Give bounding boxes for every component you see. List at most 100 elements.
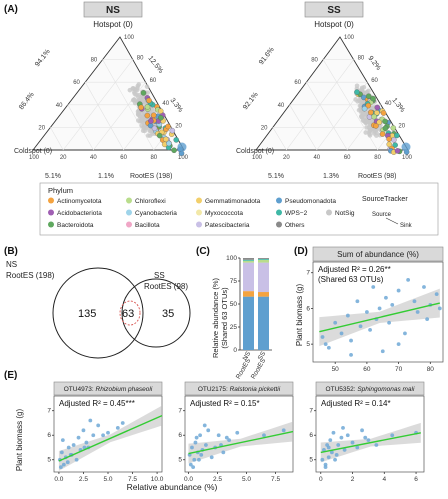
- d-y-tick-label: 5: [306, 341, 310, 348]
- venn-ns-label-1: NS: [6, 260, 17, 269]
- e3-point: [345, 433, 350, 438]
- ns-left-label: Coldspot (0): [14, 148, 52, 155]
- e3-point: [329, 450, 334, 455]
- venn-ss-circle: [121, 278, 191, 348]
- d-ylabel: Plant biomass (g): [295, 284, 304, 347]
- e2-point: [281, 428, 286, 433]
- ns-strip-label: NS: [106, 5, 120, 16]
- ss-pct-right-outer: 9.2%: [366, 55, 381, 72]
- ternary-tick-label: 20: [60, 155, 67, 161]
- e2-point: [199, 452, 204, 457]
- e2-point: [192, 457, 197, 462]
- e3-y-tick-label: 6: [309, 432, 313, 439]
- venn-diagram: NS RootES (198) SS RootES (98) 135 63 35: [6, 260, 191, 359]
- e2-x-tick-label: 5.0: [242, 476, 251, 483]
- ternary-point-notsig: [362, 119, 368, 125]
- ternary-point: [392, 142, 398, 148]
- ternary-point: [401, 142, 411, 152]
- c-bar-segment: [243, 291, 254, 297]
- ternary-tick-label: 100: [178, 155, 189, 161]
- legend-item-label: Myxococcota: [205, 210, 243, 217]
- ternary-tick-label: 80: [150, 155, 157, 161]
- e1-y-tick-label: 5: [47, 457, 51, 464]
- e3-point: [363, 435, 368, 440]
- ternary-point: [171, 147, 177, 154]
- e3-point: [355, 445, 360, 450]
- c-bar-segment: [258, 258, 269, 259]
- c-bar-segment: [243, 258, 254, 260]
- d-point: [387, 320, 391, 325]
- e2-point: [190, 445, 194, 450]
- ternary-point-notsig: [374, 133, 379, 138]
- ns-pct-left-outer: 86.4%: [18, 91, 36, 111]
- ternary-point-notsig: [136, 82, 142, 87]
- e3-annotation: Adjusted R² = 0.14*: [321, 399, 391, 408]
- d-annotation-1: Adjusted R² = 0.26**: [318, 265, 391, 274]
- venn-right-count: 35: [162, 308, 174, 320]
- ternary-tick-label: 80: [137, 56, 144, 62]
- e1-point: [76, 435, 81, 440]
- d-point: [326, 345, 331, 350]
- ns-pct-bottom-left: 5.1%: [45, 173, 61, 180]
- ternary-tick-label: 40: [278, 103, 285, 109]
- e3-point: [374, 443, 379, 447]
- e2-point: [202, 423, 207, 428]
- ternary-point-notsig: [140, 128, 146, 134]
- d-point: [425, 317, 430, 322]
- ternary-point-notsig: [148, 128, 153, 133]
- ternary-point: [144, 104, 151, 110]
- ns-right-label: RootES (198): [130, 173, 172, 180]
- e3-point: [342, 448, 347, 452]
- e1-point: [84, 440, 89, 445]
- chart-e3: OTU5352: Sphingomonas mali Adjusted R² = …: [309, 381, 425, 483]
- d-point: [333, 320, 338, 325]
- legend-title: Phylum: [48, 186, 73, 195]
- ternary-point: [373, 123, 379, 129]
- legend-swatch: [48, 209, 54, 216]
- e1-point: [115, 425, 120, 430]
- e3-title: OTU5352: Sphingomonas mali: [326, 386, 415, 393]
- ns-pct-right-inner: 3.3%: [168, 97, 183, 114]
- e1-annotation: Adjusted R² = 0.45***: [59, 399, 135, 408]
- ns-pct-left-inner: 94.1%: [34, 48, 52, 68]
- ternary-point: [374, 104, 381, 111]
- legend-swatch: [126, 221, 132, 228]
- ternary-tick-label: 60: [344, 155, 351, 161]
- ternary-point: [138, 104, 144, 111]
- d-point: [434, 292, 439, 297]
- ternary-point-notsig: [132, 91, 138, 97]
- e3-x-tick-label: 2: [351, 476, 355, 483]
- e1-strip: [53, 381, 163, 396]
- d-strip: [312, 246, 444, 262]
- venn-ss-label-2: RootES (98): [144, 282, 188, 291]
- legend-item-label: Pseudomonadota: [285, 198, 336, 205]
- sink-label: Sink: [400, 223, 413, 229]
- ternary-point: [166, 140, 172, 147]
- c-bar-segment: [243, 260, 254, 263]
- e2-title: OTU2175: Ralstonia pickettii: [198, 386, 281, 393]
- ternary-point-notsig: [142, 123, 147, 129]
- ternary-tick-label: 20: [175, 123, 182, 129]
- ternary-point: [151, 125, 158, 132]
- ternary-point: [156, 132, 163, 139]
- legend-item-label: Gemmatimonadota: [205, 198, 261, 205]
- c-x-tick-label: RootES: [250, 357, 268, 380]
- c-ylabel: Relative abundance (%): [211, 277, 220, 358]
- legend-swatch: [48, 221, 54, 228]
- d-point: [368, 327, 372, 332]
- d-point: [384, 295, 388, 300]
- ternary-point: [169, 127, 176, 134]
- c-bar-segment: [243, 262, 254, 292]
- legend-item-label: Patescibacteria: [205, 222, 250, 229]
- d-point: [422, 285, 426, 289]
- ternary-point: [146, 97, 152, 104]
- e1-x-tick-label: 2.5: [79, 476, 88, 483]
- panel-c-label: (C): [196, 246, 210, 257]
- legend-swatch: [276, 209, 282, 216]
- e3-point: [341, 425, 345, 430]
- e1-point: [58, 465, 63, 469]
- e2-point: [197, 457, 201, 462]
- legend-swatch: [326, 209, 332, 216]
- ternary-point: [394, 132, 400, 139]
- legend-swatch: [126, 197, 132, 204]
